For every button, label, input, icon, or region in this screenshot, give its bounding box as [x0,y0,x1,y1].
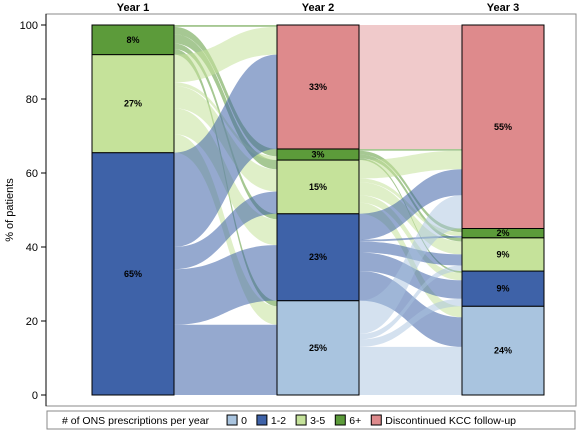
flow-0-6-to-discontinued-kcc-follow-up [174,25,277,27]
flow-0-6-to-3-5 [174,34,277,170]
data-label-year-2-6: 3% [311,150,324,160]
data-label-year-2-3-5: 15% [309,182,327,192]
flow-1-0-to-1-2 [359,298,462,347]
y-axis: 0 20 40 60 80 100 [20,14,47,406]
data-label-year-1-3-5: 27% [124,99,142,109]
bar-segment-year-1-6 [91,24,175,56]
legend-title: # of ONS prescriptions per year [62,415,210,427]
y-axis-title: % of patients [4,178,16,242]
legend-label-discontinued-kcc-follow-up: Discontinued KCC follow-up [385,415,516,427]
y-tick-label-0: 0 [32,390,38,402]
column-label-year-2: Year 2 [302,2,334,14]
bar-segment-year-2-1-2 [276,213,360,302]
flow-1-0-to-discontinued-kcc-follow-up [359,195,462,334]
data-label-year-2-1-2: 23% [309,252,327,262]
bar-segment-year-2-3-5 [276,159,360,215]
y-tick-label-60: 60 [26,168,38,180]
flow-0-1-2-to-3-5 [174,191,277,270]
bar-segment-year-1-1-2 [91,152,175,396]
legend-label-6: 6+ [349,415,361,427]
bars-layer: 65% 27% 8% 25% 23% 15% 3% 33% 24% 9% 9% 2% 55% [91,24,545,396]
y-tick-label-40: 40 [26,242,38,254]
flow-0-1-2-to-0 [174,324,277,395]
flow-0-1-2-to-discontinued-kcc-follow-up [174,54,277,247]
legend-swatch-discontinued-kcc-follow-up [370,414,382,426]
legend-label-0: 0 [241,415,247,427]
data-label-year-3-6: 2% [496,228,509,238]
legend-frame [46,410,576,430]
data-label-year-3-discontinued-kcc-follow-up: 55% [494,122,512,132]
legend-swatch-6 [334,414,346,426]
legend-label-3-5: 3-5 [310,415,325,427]
data-label-year-1-6: 8% [126,35,139,45]
column-labels: Year 1 Year 2 Year 3 [117,2,519,14]
data-label-year-3-1-2: 9% [496,284,509,294]
bar-segment-year-2-discontinued-kcc-follow-up [276,24,360,150]
legend-swatch-0 [226,414,238,426]
bar-segment-year-3-discontinued-kcc-follow-up [461,24,545,229]
legend: # of ONS prescriptions per year 0 1-2 3-5 6… [46,410,576,430]
y-tick-label-80: 80 [26,94,38,106]
legend-swatch-1-2 [256,414,268,426]
data-label-year-2-discontinued-kcc-follow-up: 33% [309,82,327,92]
bar-segment-year-3-3-5 [461,237,545,272]
flow-0-1-2-to-1-2 [174,245,277,325]
flow-1-6-to-discontinued-kcc-follow-up [359,148,462,151]
flow-1-0-to-3-5 [359,265,462,340]
legend-swatch-3-5 [295,414,307,426]
flow-1-discontinued-kcc-follow-up-to-discontinued-kcc-follow-up [359,25,462,149]
flows-layer [174,25,462,395]
data-label-year-2-0: 25% [309,343,327,353]
flow-1-0-to-0 [359,346,462,395]
column-label-year-3: Year 3 [487,2,519,14]
flow-0-6-to-6 [174,26,277,157]
flow-1-1-2-to-discontinued-kcc-follow-up [359,169,462,240]
data-label-year-1-1-2: 65% [124,269,142,279]
column-label-year-1: Year 1 [117,2,149,14]
flow-1-3-5-to-discontinued-kcc-follow-up [359,150,462,179]
data-label-year-3-0: 24% [494,346,512,356]
legend-entries: 0 1-2 3-5 6+ Discontinued KCC follow-up [226,414,516,427]
y-tick-label-20: 20 [26,316,38,328]
bar-segment-year-3-1-2 [461,270,545,307]
data-label-year-3-3-5: 9% [496,249,509,259]
bar-segment-year-2-0 [276,300,360,396]
y-tick-label-100: 100 [20,20,38,32]
legend-label-1-2: 1-2 [271,415,286,427]
flow-0-3-5-to-discontinued-kcc-follow-up [174,26,277,83]
